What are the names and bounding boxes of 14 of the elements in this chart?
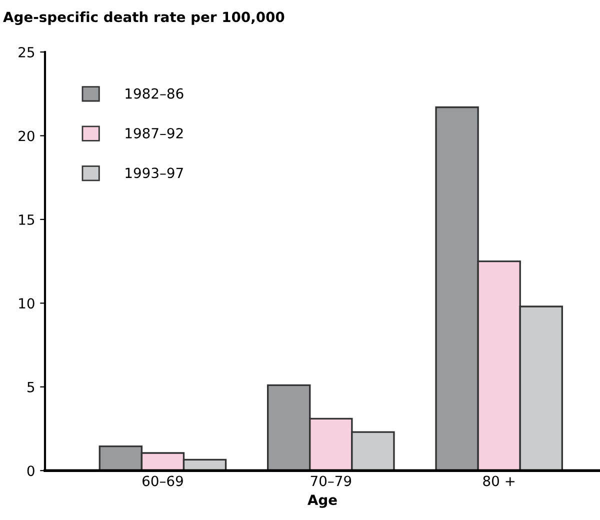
y-tick-label: 0	[27, 466, 34, 476]
y-tick-label: 15	[19, 214, 34, 225]
y-tick-label: 25	[18, 46, 34, 58]
y-tick-label: 10	[19, 298, 34, 309]
legend-label: 1982–86	[126, 88, 184, 99]
y-tick-label: 20	[18, 130, 34, 142]
x-tick-label: 60–69	[142, 476, 183, 486]
y-tick-label: 5	[28, 382, 34, 392]
legend-label: 1993–97	[126, 168, 183, 178]
chart-title: Age-specific death rate per 100,000	[3, 11, 284, 25]
x-tick-label: 80 +	[483, 476, 514, 486]
x-tick-label: 70–79	[310, 476, 352, 486]
x-axis-title: Age	[308, 494, 337, 508]
legend-label: 1987–92	[126, 128, 183, 138]
